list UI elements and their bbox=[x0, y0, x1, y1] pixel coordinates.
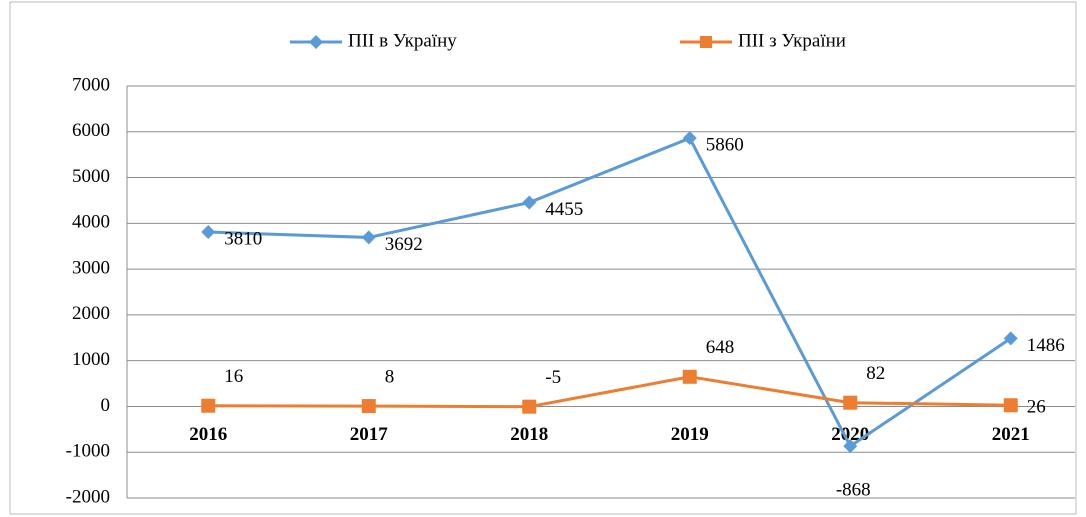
marker bbox=[201, 398, 216, 413]
marker bbox=[201, 225, 216, 240]
x-tick-label: 2021 bbox=[992, 424, 1030, 445]
marker bbox=[1003, 331, 1018, 346]
y-tick-label: 1000 bbox=[72, 349, 110, 370]
legend-marker bbox=[309, 35, 323, 49]
data-label: -868 bbox=[836, 480, 871, 501]
x-tick-label: 2016 bbox=[189, 424, 227, 445]
legend-label: ПІІ в Україну bbox=[348, 30, 457, 51]
x-tick-label: 2018 bbox=[510, 424, 548, 445]
series-line bbox=[208, 375, 1011, 409]
data-label: 648 bbox=[706, 337, 735, 358]
series-line bbox=[208, 136, 1012, 449]
y-tick-label: 4000 bbox=[72, 212, 110, 233]
marker bbox=[361, 230, 376, 245]
data-label: 3810 bbox=[224, 228, 262, 249]
chart-frame bbox=[9, 1, 1077, 515]
y-tick-label: 2000 bbox=[72, 303, 110, 324]
marker bbox=[361, 399, 376, 414]
marker bbox=[843, 395, 858, 410]
data-label: 82 bbox=[866, 363, 885, 384]
data-label: 26 bbox=[1027, 397, 1046, 418]
data-label: -5 bbox=[545, 367, 561, 388]
data-label: 16 bbox=[224, 366, 243, 387]
data-label: 8 bbox=[385, 366, 395, 387]
legend-marker bbox=[700, 36, 712, 48]
x-tick-label: 2019 bbox=[671, 424, 709, 445]
marker bbox=[522, 399, 537, 414]
marker bbox=[843, 439, 858, 454]
marker bbox=[682, 369, 697, 384]
marker bbox=[1003, 398, 1018, 413]
y-tick-label: 0 bbox=[101, 395, 111, 416]
data-label: 4455 bbox=[545, 199, 583, 220]
y-tick-label: 3000 bbox=[72, 257, 110, 278]
data-label: 5860 bbox=[706, 135, 744, 156]
y-tick-label: -2000 bbox=[66, 486, 110, 507]
marker bbox=[682, 131, 697, 146]
x-tick-label: 2017 bbox=[350, 424, 389, 445]
y-tick-label: 7000 bbox=[72, 74, 110, 95]
marker bbox=[522, 195, 537, 210]
y-tick-label: -1000 bbox=[66, 441, 110, 462]
y-tick-label: 5000 bbox=[72, 166, 110, 187]
y-tick-label: 6000 bbox=[72, 120, 110, 141]
data-label: 1486 bbox=[1027, 335, 1065, 356]
data-label: 3692 bbox=[385, 234, 423, 255]
legend-label: ПІІ з України bbox=[738, 30, 846, 51]
